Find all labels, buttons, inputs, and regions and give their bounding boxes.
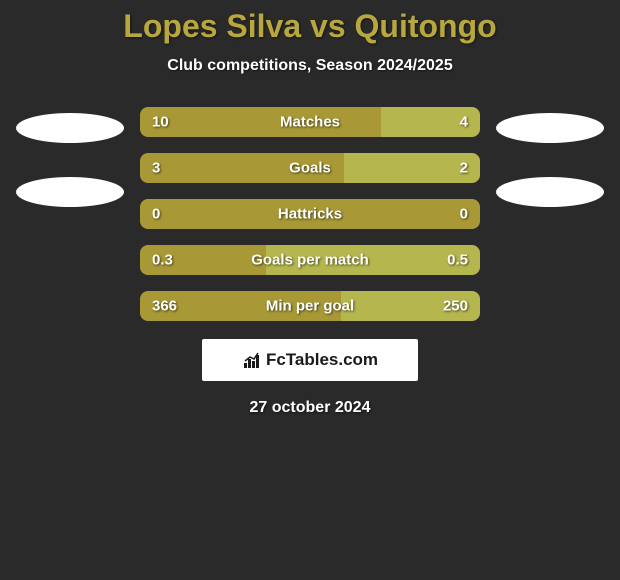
stat-value-right: 0.5 <box>447 252 468 269</box>
page-subtitle: Club competitions, Season 2024/2025 <box>0 57 620 75</box>
stat-label: Matches <box>280 114 340 131</box>
stat-value-right: 0 <box>460 206 468 223</box>
left-avatar-column <box>16 107 124 207</box>
bars-column: 10 Matches 4 3 Goals 2 0 Hattricks 0 <box>140 107 480 321</box>
stat-value-right: 250 <box>443 298 468 315</box>
source-badge-text: FcTables.com <box>266 350 378 370</box>
stat-row-goals-per-match: 0.3 Goals per match 0.5 <box>140 245 480 275</box>
stat-row-matches: 10 Matches 4 <box>140 107 480 137</box>
stat-row-hattricks: 0 Hattricks 0 <box>140 199 480 229</box>
player-avatar-right-2 <box>496 177 604 207</box>
stat-value-left: 3 <box>152 160 160 177</box>
player-avatar-left-1 <box>16 113 124 143</box>
stat-value-left: 366 <box>152 298 177 315</box>
comparison-card: Lopes Silva vs Quitongo Club competition… <box>0 0 620 417</box>
stat-label: Goals <box>289 160 331 177</box>
player-avatar-right-1 <box>496 113 604 143</box>
stat-row-min-per-goal: 366 Min per goal 250 <box>140 291 480 321</box>
stat-row-goals: 3 Goals 2 <box>140 153 480 183</box>
stat-value-right: 2 <box>460 160 468 177</box>
bar-left <box>140 107 381 137</box>
stat-label: Min per goal <box>266 298 354 315</box>
stats-area: 10 Matches 4 3 Goals 2 0 Hattricks 0 <box>0 107 620 321</box>
stat-value-left: 0 <box>152 206 160 223</box>
stat-value-right: 4 <box>460 114 468 131</box>
stat-label: Hattricks <box>278 206 342 223</box>
stat-value-left: 10 <box>152 114 169 131</box>
source-badge[interactable]: FcTables.com <box>202 339 418 381</box>
stat-value-left: 0.3 <box>152 252 173 269</box>
stat-label: Goals per match <box>251 252 369 269</box>
bar-chart-icon <box>242 351 262 369</box>
right-avatar-column <box>496 107 604 207</box>
footer-date: 27 october 2024 <box>0 399 620 417</box>
page-title: Lopes Silva vs Quitongo <box>0 8 620 45</box>
player-avatar-left-2 <box>16 177 124 207</box>
